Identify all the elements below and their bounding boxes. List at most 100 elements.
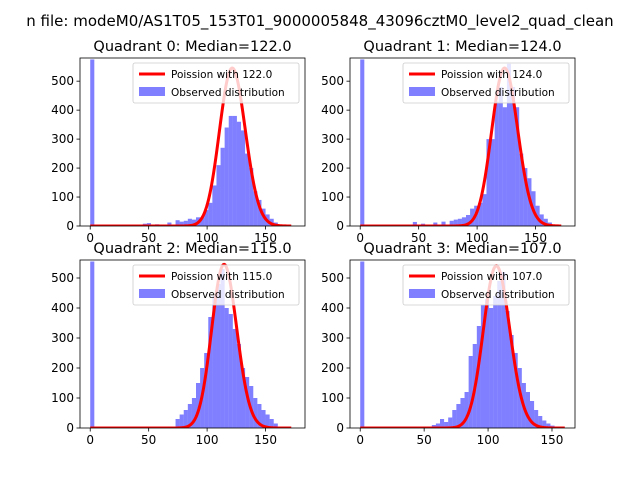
histogram-bar	[543, 218, 548, 226]
y-tick-label: 0	[336, 421, 344, 435]
histogram-bar	[482, 194, 487, 226]
y-tick-label: 0	[336, 219, 344, 233]
legend: Poission with 122.0 Observed distribution	[132, 62, 300, 104]
x-tick-label: 100	[477, 433, 500, 447]
x-tick-label: 100	[196, 231, 219, 245]
histogram-bar	[486, 139, 491, 226]
histogram-bar	[200, 217, 205, 226]
histogram-bar	[224, 308, 229, 428]
histogram-bar	[449, 220, 454, 226]
histogram-bar	[257, 404, 262, 428]
histogram-bar	[493, 296, 498, 428]
y-tick-label: 500	[51, 74, 74, 88]
histogram-bar	[216, 165, 221, 226]
histogram-bar	[534, 410, 539, 428]
legend: Poission with 115.0 Observed distribution	[132, 264, 300, 306]
x-tick-label: 50	[141, 433, 156, 447]
y-tick-label: 300	[321, 132, 344, 146]
histogram-bar	[183, 220, 188, 226]
histogram-bar	[273, 423, 278, 428]
histogram-bar	[464, 392, 469, 428]
legend-box	[132, 62, 300, 104]
subplot-1: 0 50 100 150 0 100 200 300 400 500 Poission with 1…	[321, 39, 576, 245]
histogram-bar	[212, 296, 217, 428]
y-tick-label: 400	[51, 103, 74, 117]
poisson-curve	[89, 66, 293, 226]
plot-area	[89, 59, 293, 226]
y-tick-label: 200	[51, 361, 74, 375]
histogram-bar	[175, 220, 180, 226]
legend-box	[402, 62, 570, 104]
histogram-bar	[412, 221, 417, 226]
histogram-bar	[245, 153, 250, 226]
y-tick-label: 300	[321, 331, 344, 345]
histogram-bar	[511, 86, 516, 226]
histogram-bar	[191, 219, 197, 226]
histogram-bar	[513, 353, 518, 428]
x-tick-label: 50	[417, 433, 432, 447]
plot-area	[89, 261, 293, 428]
axes-frame	[349, 259, 576, 429]
histogram-bar	[466, 214, 471, 226]
histogram-bar	[538, 416, 543, 428]
legend-box	[132, 264, 300, 306]
histogram-bar	[261, 410, 266, 428]
histogram-bar	[208, 317, 213, 428]
legend-label-poisson: Poission with 107.0	[441, 271, 542, 283]
subplot-title: Quadrant 2: Median=115.0	[93, 241, 291, 257]
histogram-bar	[453, 219, 458, 226]
histogram-bar	[452, 410, 457, 428]
subplot-title: Quadrant 0: Median=122.0	[93, 39, 291, 55]
x-tick-label: 150	[541, 433, 564, 447]
histogram-bar	[253, 191, 258, 226]
histogram-bar	[509, 335, 514, 428]
x-tick-label: 150	[254, 231, 277, 245]
histogram-bar	[253, 398, 258, 428]
histogram-bar	[232, 115, 237, 226]
histogram-bar	[228, 314, 233, 428]
x-tick-label: 100	[466, 231, 489, 245]
x-tick-label: 100	[196, 433, 219, 447]
histogram-bar	[502, 107, 507, 226]
histogram-bar	[241, 368, 246, 428]
y-tick-label: 400	[321, 301, 344, 315]
figure-suptitle: n file: modeM0/AS1T05_153T01_9000005848_…	[26, 12, 613, 31]
histogram-bar	[523, 168, 528, 226]
x-tick-label: 150	[254, 433, 277, 447]
x-tick-label: 50	[141, 231, 156, 245]
y-tick-label: 500	[321, 271, 344, 285]
plot-area	[359, 261, 566, 428]
subplot-0: 0 50 100 150 0 100 200 300 400 500 Poission with 1…	[51, 39, 306, 245]
histogram-bar	[90, 59, 95, 226]
axes-frame	[79, 259, 306, 429]
y-tick-label: 100	[51, 391, 74, 405]
histogram-bar	[498, 86, 503, 226]
histogram-bar	[175, 419, 180, 428]
subplot-title: Quadrant 1: Median=124.0	[363, 39, 561, 55]
histogram-bar	[505, 311, 510, 428]
histogram-bar	[539, 214, 544, 226]
histogram-bar	[478, 202, 483, 226]
axes-frame	[349, 57, 576, 227]
y-tick-label: 0	[66, 421, 74, 435]
legend-label-observed: Observed distribution	[441, 289, 555, 301]
histogram-bar	[249, 168, 254, 226]
histogram-bar	[257, 199, 262, 226]
legend-label-poisson: Poission with 115.0	[171, 271, 272, 283]
y-tick-label: 200	[321, 161, 344, 175]
histogram-bar	[167, 222, 172, 226]
histogram-bar	[187, 218, 192, 226]
legend-patch-icon	[409, 87, 435, 96]
histogram-bar	[448, 417, 453, 428]
histogram-bar	[236, 121, 242, 226]
histogram-bar	[204, 210, 209, 226]
histogram-bar	[433, 222, 438, 226]
legend: Poission with 107.0 Observed distribution	[402, 264, 570, 306]
legend-patch-icon	[409, 289, 435, 298]
histogram-bar	[461, 217, 467, 226]
histogram-bar	[224, 127, 229, 226]
y-tick-label: 300	[51, 331, 74, 345]
histogram-bar	[435, 423, 440, 428]
